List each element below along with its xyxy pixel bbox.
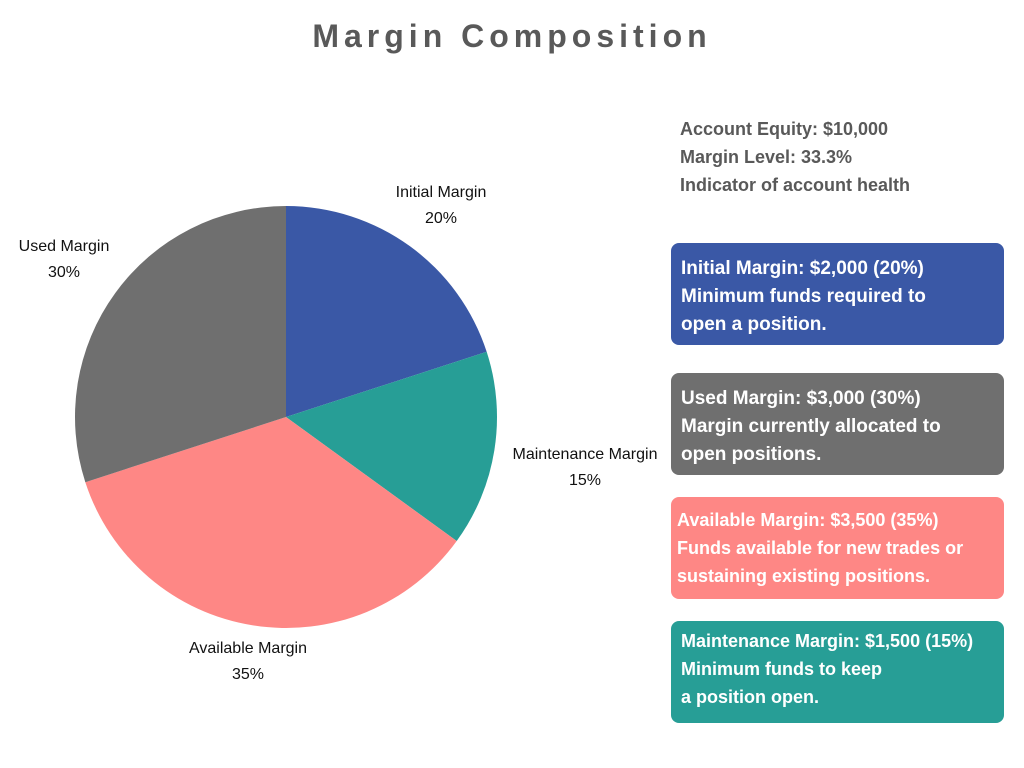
card-initial-desc-1: Minimum funds required to xyxy=(681,286,926,307)
slice-label-used: Used Margin xyxy=(19,238,110,255)
card-used-heading: Used Margin: $3,000 (30%) xyxy=(681,388,921,409)
account-health-note: Indicator of account health xyxy=(680,175,911,195)
card-initial-margin: Initial Margin: $2,000 (20%) Minimum fun… xyxy=(671,243,1004,345)
pie-slice-initial xyxy=(286,206,487,417)
card-available-heading: Available Margin: $3,500 (35%) xyxy=(677,510,939,530)
pie-slice-maintenance xyxy=(286,351,497,542)
slice-percent-available: 35% xyxy=(232,666,264,683)
account-equity: Account Equity: $10,000 xyxy=(680,119,889,139)
account-info: Account Equity: $10,000 Margin Level: 33… xyxy=(680,115,910,199)
chart-title: Margin Composition xyxy=(312,18,712,54)
card-available-margin: Available Margin: $3,500 (35%) Funds ava… xyxy=(671,497,1004,599)
slice-label-maintenance: Maintenance Margin xyxy=(513,446,658,463)
card-available-desc-2: sustaining existing positions. xyxy=(677,566,931,586)
card-maintenance-desc-2: a position open. xyxy=(681,687,819,707)
card-initial-heading: Initial Margin: $2,000 (20%) xyxy=(681,258,924,279)
card-maintenance-desc-1: Minimum funds to keep xyxy=(681,659,883,679)
margin-level: Margin Level: 33.3% xyxy=(680,147,853,167)
pie-slice-available xyxy=(85,417,457,629)
card-initial-desc-2: open a position. xyxy=(681,314,827,335)
slice-percent-maintenance: 15% xyxy=(569,472,601,489)
slice-label-available: Available Margin xyxy=(189,640,307,657)
card-used-desc-2: open positions. xyxy=(681,444,822,465)
slice-label-initial: Initial Margin xyxy=(396,184,487,201)
slice-percent-initial: 20% xyxy=(425,210,457,227)
card-available-desc-1: Funds available for new trades or xyxy=(677,538,964,558)
slice-percent-used: 30% xyxy=(48,264,80,281)
card-maintenance-margin: Maintenance Margin: $1,500 (15%) Minimum… xyxy=(671,621,1004,723)
card-used-margin: Used Margin: $3,000 (30%) Margin current… xyxy=(671,373,1004,475)
card-used-desc-1: Margin currently allocated to xyxy=(681,416,941,437)
card-maintenance-heading: Maintenance Margin: $1,500 (15%) xyxy=(681,631,974,651)
pie-slice-used xyxy=(74,206,286,483)
